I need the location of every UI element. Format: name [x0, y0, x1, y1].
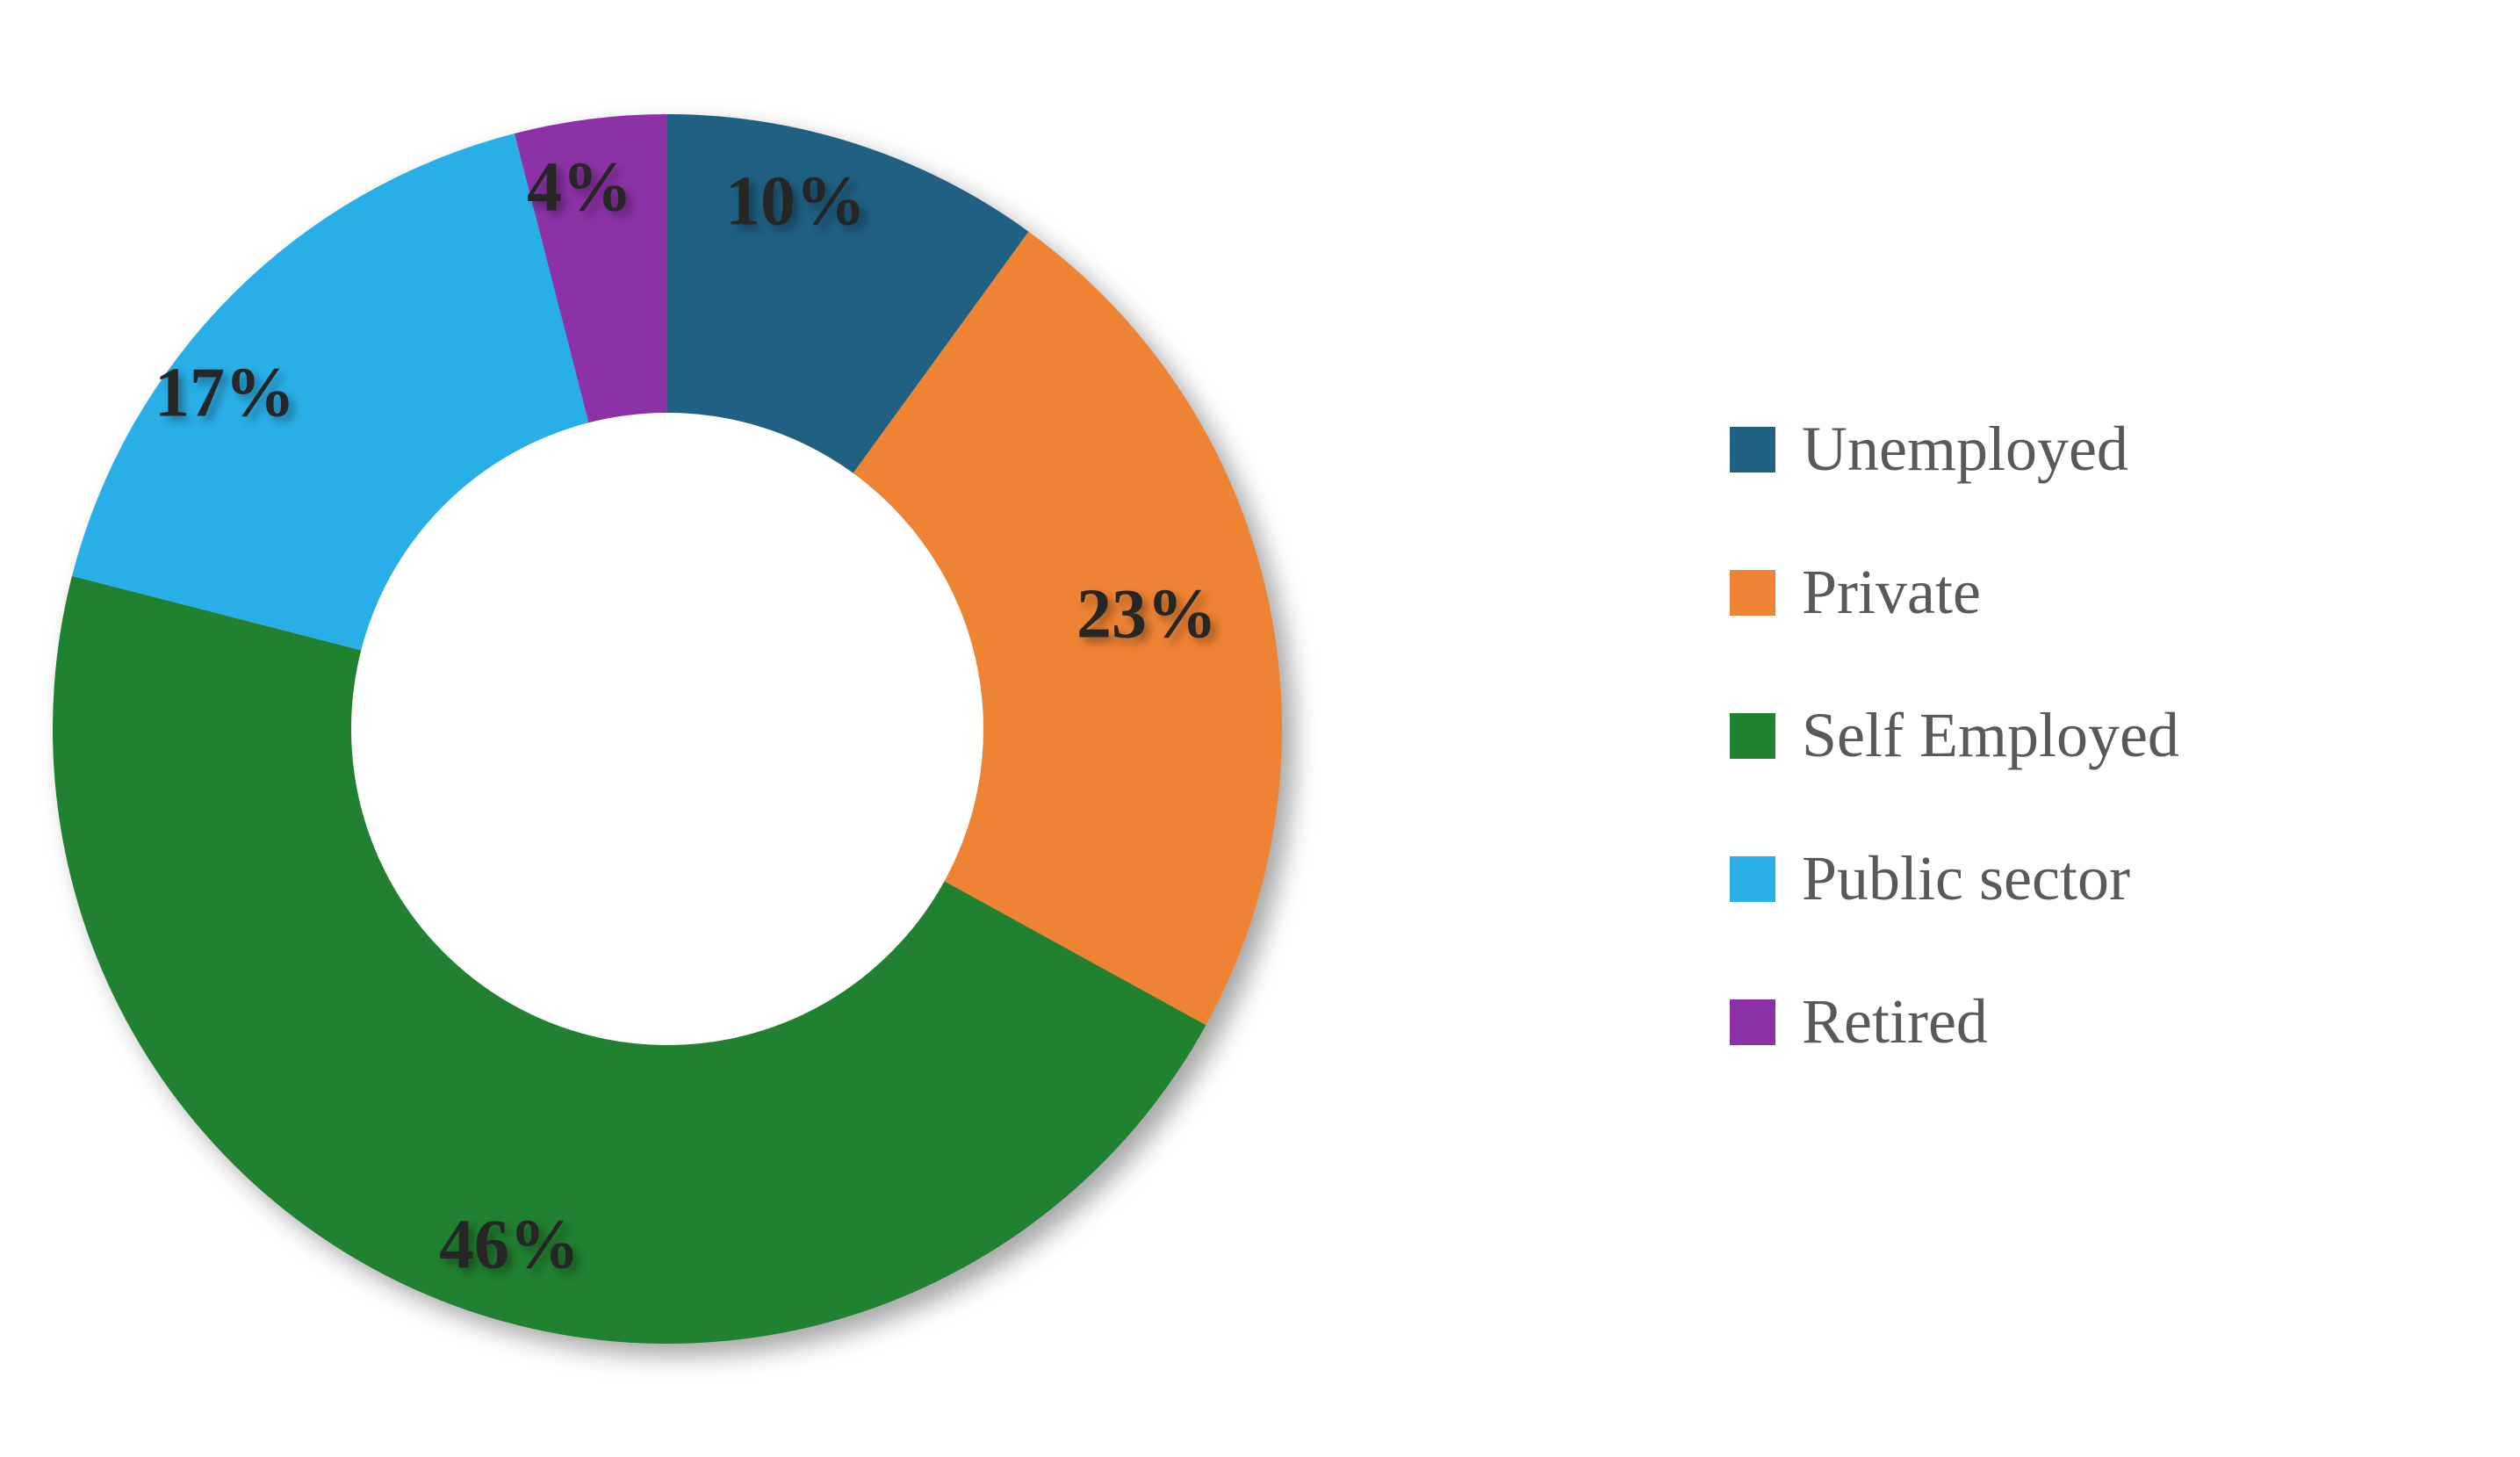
legend-label-unemployed: Unemployed: [1802, 413, 2128, 486]
legend-item-public_sector: Public sector: [1730, 842, 2179, 915]
legend-label-retired: Retired: [1802, 985, 1988, 1058]
stage: 10% 23% 46% 17% 4% Unemployed Private Self Emp…: [0, 0, 2520, 1457]
legend: Unemployed Private Self Employed Public sec…: [1730, 413, 2179, 1058]
legend-label-self_employed: Self Employed: [1802, 699, 2179, 772]
legend-swatch-self_employed: [1730, 713, 1775, 759]
legend-label-public_sector: Public sector: [1802, 842, 2130, 915]
legend-swatch-retired: [1730, 999, 1775, 1045]
legend-swatch-unemployed: [1730, 427, 1775, 472]
data-label-self_employed: 46%: [439, 1206, 580, 1286]
legend-label-private: Private: [1802, 556, 1981, 629]
donut-hole: [351, 413, 983, 1045]
data-label-public_sector: 17%: [155, 354, 295, 434]
legend-swatch-public_sector: [1730, 856, 1775, 902]
data-label-retired: 4%: [527, 148, 632, 228]
legend-swatch-private: [1730, 570, 1775, 616]
legend-item-unemployed: Unemployed: [1730, 413, 2179, 486]
legend-item-retired: Retired: [1730, 985, 2179, 1058]
donut-chart: [53, 114, 1282, 1348]
data-label-private: 23%: [1076, 575, 1217, 655]
legend-item-self_employed: Self Employed: [1730, 699, 2179, 772]
donut-svg: [53, 114, 1282, 1344]
data-label-unemployed: 10%: [725, 162, 866, 242]
legend-item-private: Private: [1730, 556, 2179, 629]
